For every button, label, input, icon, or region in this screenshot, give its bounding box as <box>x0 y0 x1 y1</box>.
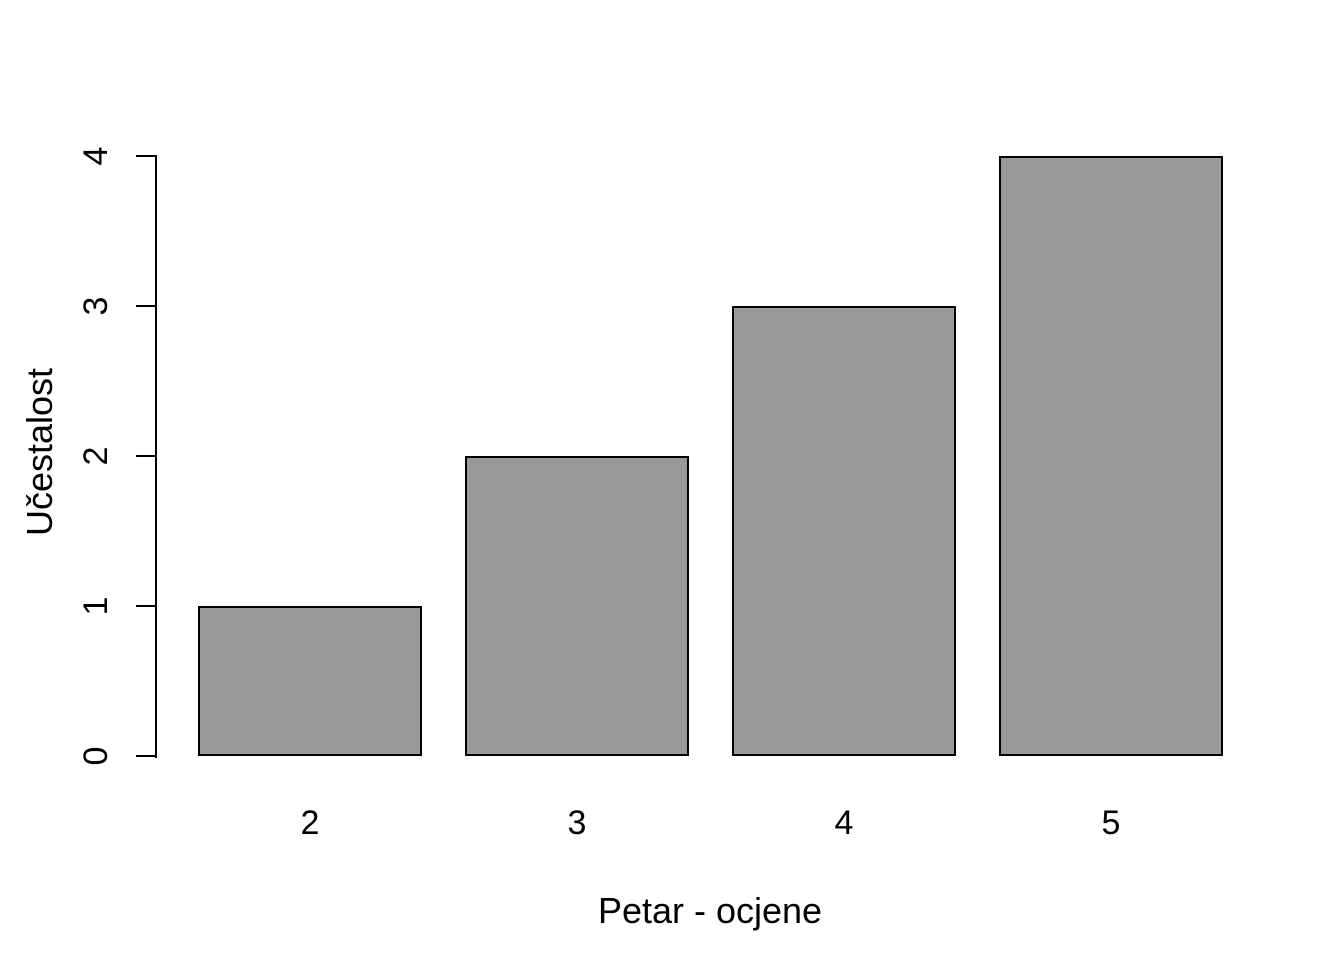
y-tick-label: 4 <box>77 146 115 166</box>
x-tick-label: 5 <box>1101 804 1121 842</box>
x-tick-label: 4 <box>834 804 854 842</box>
bar-3 <box>465 456 689 756</box>
y-tick-label: 2 <box>77 446 115 466</box>
y-tick-mark <box>136 605 156 607</box>
y-tick-mark <box>136 305 156 307</box>
y-tick-label: 0 <box>77 746 115 766</box>
x-tick-label: 3 <box>567 804 587 842</box>
bar-5 <box>999 156 1223 756</box>
y-tick-mark <box>136 155 156 157</box>
y-tick-mark <box>136 455 156 457</box>
y-axis-title: Učestalost <box>19 367 60 537</box>
bar-4 <box>732 306 956 756</box>
x-tick-label: 2 <box>300 804 320 842</box>
y-axis-line <box>155 155 157 758</box>
y-tick-label: 3 <box>77 296 115 316</box>
x-axis-title: Petar - ocjene <box>597 890 823 931</box>
y-tick-label: 1 <box>77 596 115 616</box>
bar-2 <box>198 606 422 756</box>
y-tick-mark <box>136 755 156 757</box>
